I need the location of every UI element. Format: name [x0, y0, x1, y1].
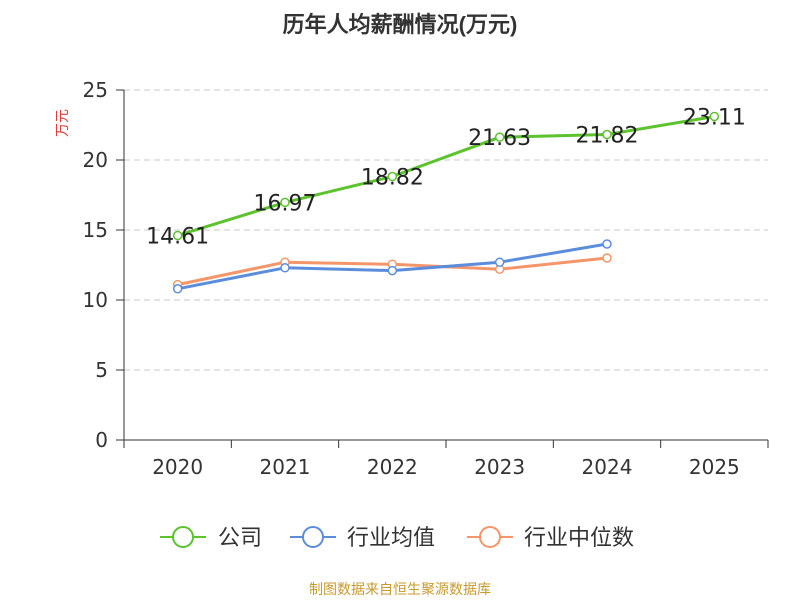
legend-swatch-marker	[302, 526, 324, 548]
data-point	[494, 132, 505, 142]
y-tick-label: 10	[83, 288, 108, 312]
y-tick-label: 25	[83, 78, 108, 102]
data-point	[172, 284, 183, 294]
data-point	[387, 265, 398, 276]
series-公司: 14.61 16.97 18.82 21.63 21.82 23.11	[146, 105, 746, 249]
data-label: 18.82	[361, 166, 424, 191]
series-行业均值	[172, 239, 612, 294]
y-tick-label: 0	[95, 428, 108, 452]
data-point	[172, 230, 183, 241]
data-label: 21.63	[468, 126, 531, 151]
data-point	[602, 253, 612, 263]
x-tick-label: 2022	[367, 455, 418, 479]
x-tick-label: 2023	[474, 455, 525, 479]
chart-title: 历年人均薪酬情况(万元)	[283, 12, 518, 37]
x-tick-label: 2024	[582, 455, 633, 479]
legend: 公司 行业均值 行业中位数	[160, 526, 634, 551]
legend-label: 行业中位数	[524, 526, 634, 551]
x-tick-label: 2021	[260, 455, 311, 479]
data-point	[280, 197, 290, 208]
y-tick-label: 5	[95, 358, 108, 382]
data-label: 14.61	[146, 224, 209, 249]
data-point	[494, 257, 505, 267]
legend-label: 行业均值	[347, 526, 435, 551]
data-point	[602, 239, 612, 249]
x-tick-label: 2025	[689, 455, 740, 479]
series-line	[177, 114, 715, 237]
legend-item: 行业均值	[290, 526, 435, 551]
source-note: 制图数据来自恒生聚源数据库	[309, 582, 491, 598]
legend-swatch-marker	[172, 526, 194, 548]
legend-label: 公司	[218, 526, 262, 551]
y-tick-label: 15	[83, 218, 108, 242]
data-label: 23.11	[683, 105, 746, 130]
data-point	[387, 171, 398, 182]
legend-swatch-marker	[479, 526, 501, 548]
data-point	[602, 129, 612, 140]
data-label: 16.97	[254, 191, 317, 216]
grid-lines	[124, 89, 768, 371]
series-layer: 14.61 16.97 18.82 21.63 21.82 23.11	[146, 105, 746, 294]
legend-item: 行业中位数	[467, 526, 634, 551]
y-axis-label: 万元	[55, 109, 71, 137]
data-point	[280, 263, 290, 273]
x-tick-label: 2020	[152, 455, 203, 479]
y-tick-label: 20	[83, 148, 108, 172]
data-point	[709, 111, 720, 122]
legend-item: 公司	[160, 526, 262, 551]
data-label: 21.82	[576, 124, 639, 149]
